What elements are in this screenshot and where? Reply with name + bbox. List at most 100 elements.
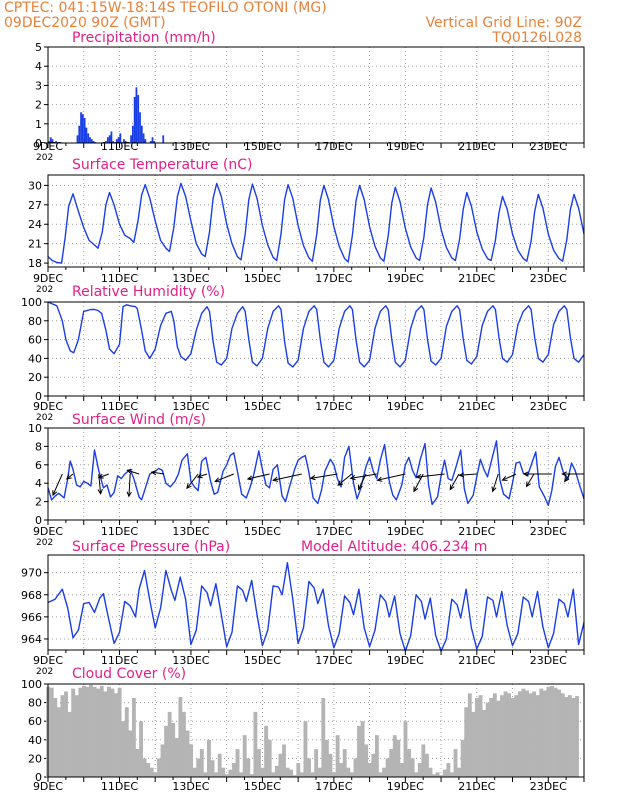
wind-vector-head xyxy=(126,491,132,498)
cloud-bar xyxy=(542,690,547,777)
precip-bar xyxy=(135,87,138,143)
cloud-bar xyxy=(71,688,76,777)
panel-3: Surface Wind (m/s) 0 2 4 6 8 10 9DEC 11DEC 13DEC 1… xyxy=(28,412,585,548)
cloud-bar xyxy=(149,767,154,777)
x-tick-label: 11DEC xyxy=(101,272,138,285)
cloud-bar xyxy=(214,772,219,777)
y-tick-label: 20 xyxy=(28,371,42,384)
precip-bar xyxy=(55,141,57,143)
cloud-bar xyxy=(196,758,201,777)
cloud-bar xyxy=(78,687,83,777)
cloud-bar xyxy=(303,721,308,777)
cloud-bar xyxy=(210,760,215,777)
cloud-bar xyxy=(374,735,379,777)
x-tick-label: 21DEC xyxy=(458,780,495,793)
wind-vector xyxy=(358,473,367,491)
wind-vector-shaft xyxy=(310,473,338,479)
precip-bar xyxy=(123,139,125,143)
x-tick-label: 17DEC xyxy=(315,400,352,413)
wind-vector-head xyxy=(246,475,253,481)
precip-bar xyxy=(90,139,93,143)
cloud-bar xyxy=(292,775,297,777)
cloud-bar xyxy=(382,767,386,777)
cloud-bar xyxy=(357,725,361,777)
precip-bar xyxy=(139,112,141,143)
precip-bar xyxy=(92,141,95,143)
cloud-bar xyxy=(139,721,143,777)
precip-bar xyxy=(106,137,109,143)
cloud-bar xyxy=(282,744,286,777)
y-tick-label: 3 xyxy=(35,79,42,92)
wind-vector-head xyxy=(150,470,157,476)
wind-vector-shaft xyxy=(66,473,74,480)
wind-vector xyxy=(449,473,460,491)
series-line xyxy=(47,182,585,264)
x-tick-label: 19DEC xyxy=(387,525,424,538)
x-tick-label: 21DEC xyxy=(458,654,495,667)
x-tick-label: 17DEC xyxy=(315,654,352,667)
y-tick-label: 2 xyxy=(35,496,42,509)
x-tick-label: 21DEC xyxy=(458,140,495,153)
y-tick-label: 0 xyxy=(35,390,42,403)
wind-vector-shaft xyxy=(215,473,234,482)
cloud-bar xyxy=(492,693,497,777)
y-tick-label: 5 xyxy=(35,41,42,54)
wind-vector-shaft xyxy=(492,473,499,492)
header-grid-info: Vertical Grid Line: 90Z xyxy=(425,15,582,31)
precip-bar xyxy=(115,139,118,143)
cloud-bar xyxy=(310,772,315,777)
cloud-bar xyxy=(432,774,437,777)
x-tick-label: 15DEC xyxy=(244,140,281,153)
y-tick-label: 6 xyxy=(35,459,42,472)
cloud-bar xyxy=(467,693,472,777)
cloud-bar xyxy=(482,710,487,777)
cloud-bar xyxy=(146,763,151,777)
cloud-bar xyxy=(328,753,333,777)
x-tick-label: 11DEC xyxy=(101,525,138,538)
wind-vector-shaft xyxy=(459,473,477,476)
precip-bar xyxy=(130,135,132,143)
cloud-bar xyxy=(389,749,394,777)
cloud-bar xyxy=(485,702,490,777)
wind-vector-head xyxy=(376,476,383,482)
x-tick-label: 15DEC xyxy=(244,525,281,538)
cloud-bar xyxy=(532,691,537,777)
wind-vector-head xyxy=(186,483,192,490)
cloud-bar xyxy=(221,767,226,777)
year-stub: 202 xyxy=(36,285,53,295)
cloud-bar xyxy=(332,772,336,777)
cloud-bar xyxy=(460,739,465,777)
cloud-bar xyxy=(560,693,565,777)
wind-vector-head xyxy=(358,484,363,491)
y-tick-label: 0 xyxy=(35,137,42,150)
y-tick-label: 968 xyxy=(21,589,42,602)
cloud-bar xyxy=(199,749,204,777)
cloud-bar xyxy=(271,772,276,777)
cloud-bar xyxy=(124,707,129,777)
x-tick-label: 19DEC xyxy=(387,400,424,413)
cloud-bar xyxy=(121,721,126,777)
series-line xyxy=(47,562,585,652)
wind-vector-head xyxy=(52,490,58,497)
cloud-bar xyxy=(182,711,186,777)
cloud-bar xyxy=(192,767,197,777)
cloud-bar xyxy=(399,763,404,777)
cloud-bar xyxy=(528,693,533,777)
panel-title: Surface Pressure (hPa) xyxy=(72,539,230,555)
cloud-bar xyxy=(160,744,165,777)
cloud-bar xyxy=(539,688,544,777)
wind-vector-shaft xyxy=(151,471,165,475)
y-tick-label: 8 xyxy=(35,440,42,453)
x-tick-label: 13DEC xyxy=(172,400,209,413)
cloud-bar xyxy=(514,695,519,777)
wind-vector-head xyxy=(272,476,279,482)
x-tick-label: 17DEC xyxy=(315,525,352,538)
precip-bar xyxy=(149,141,152,143)
cloud-bar xyxy=(507,693,512,777)
x-tick-label: 19DEC xyxy=(387,780,424,793)
y-tick-label: 80 xyxy=(28,697,42,710)
wind-vector xyxy=(150,470,165,476)
cloud-bar xyxy=(224,774,229,777)
x-tick-label: 19DEC xyxy=(387,272,424,285)
wind-vector-shaft xyxy=(337,473,353,486)
